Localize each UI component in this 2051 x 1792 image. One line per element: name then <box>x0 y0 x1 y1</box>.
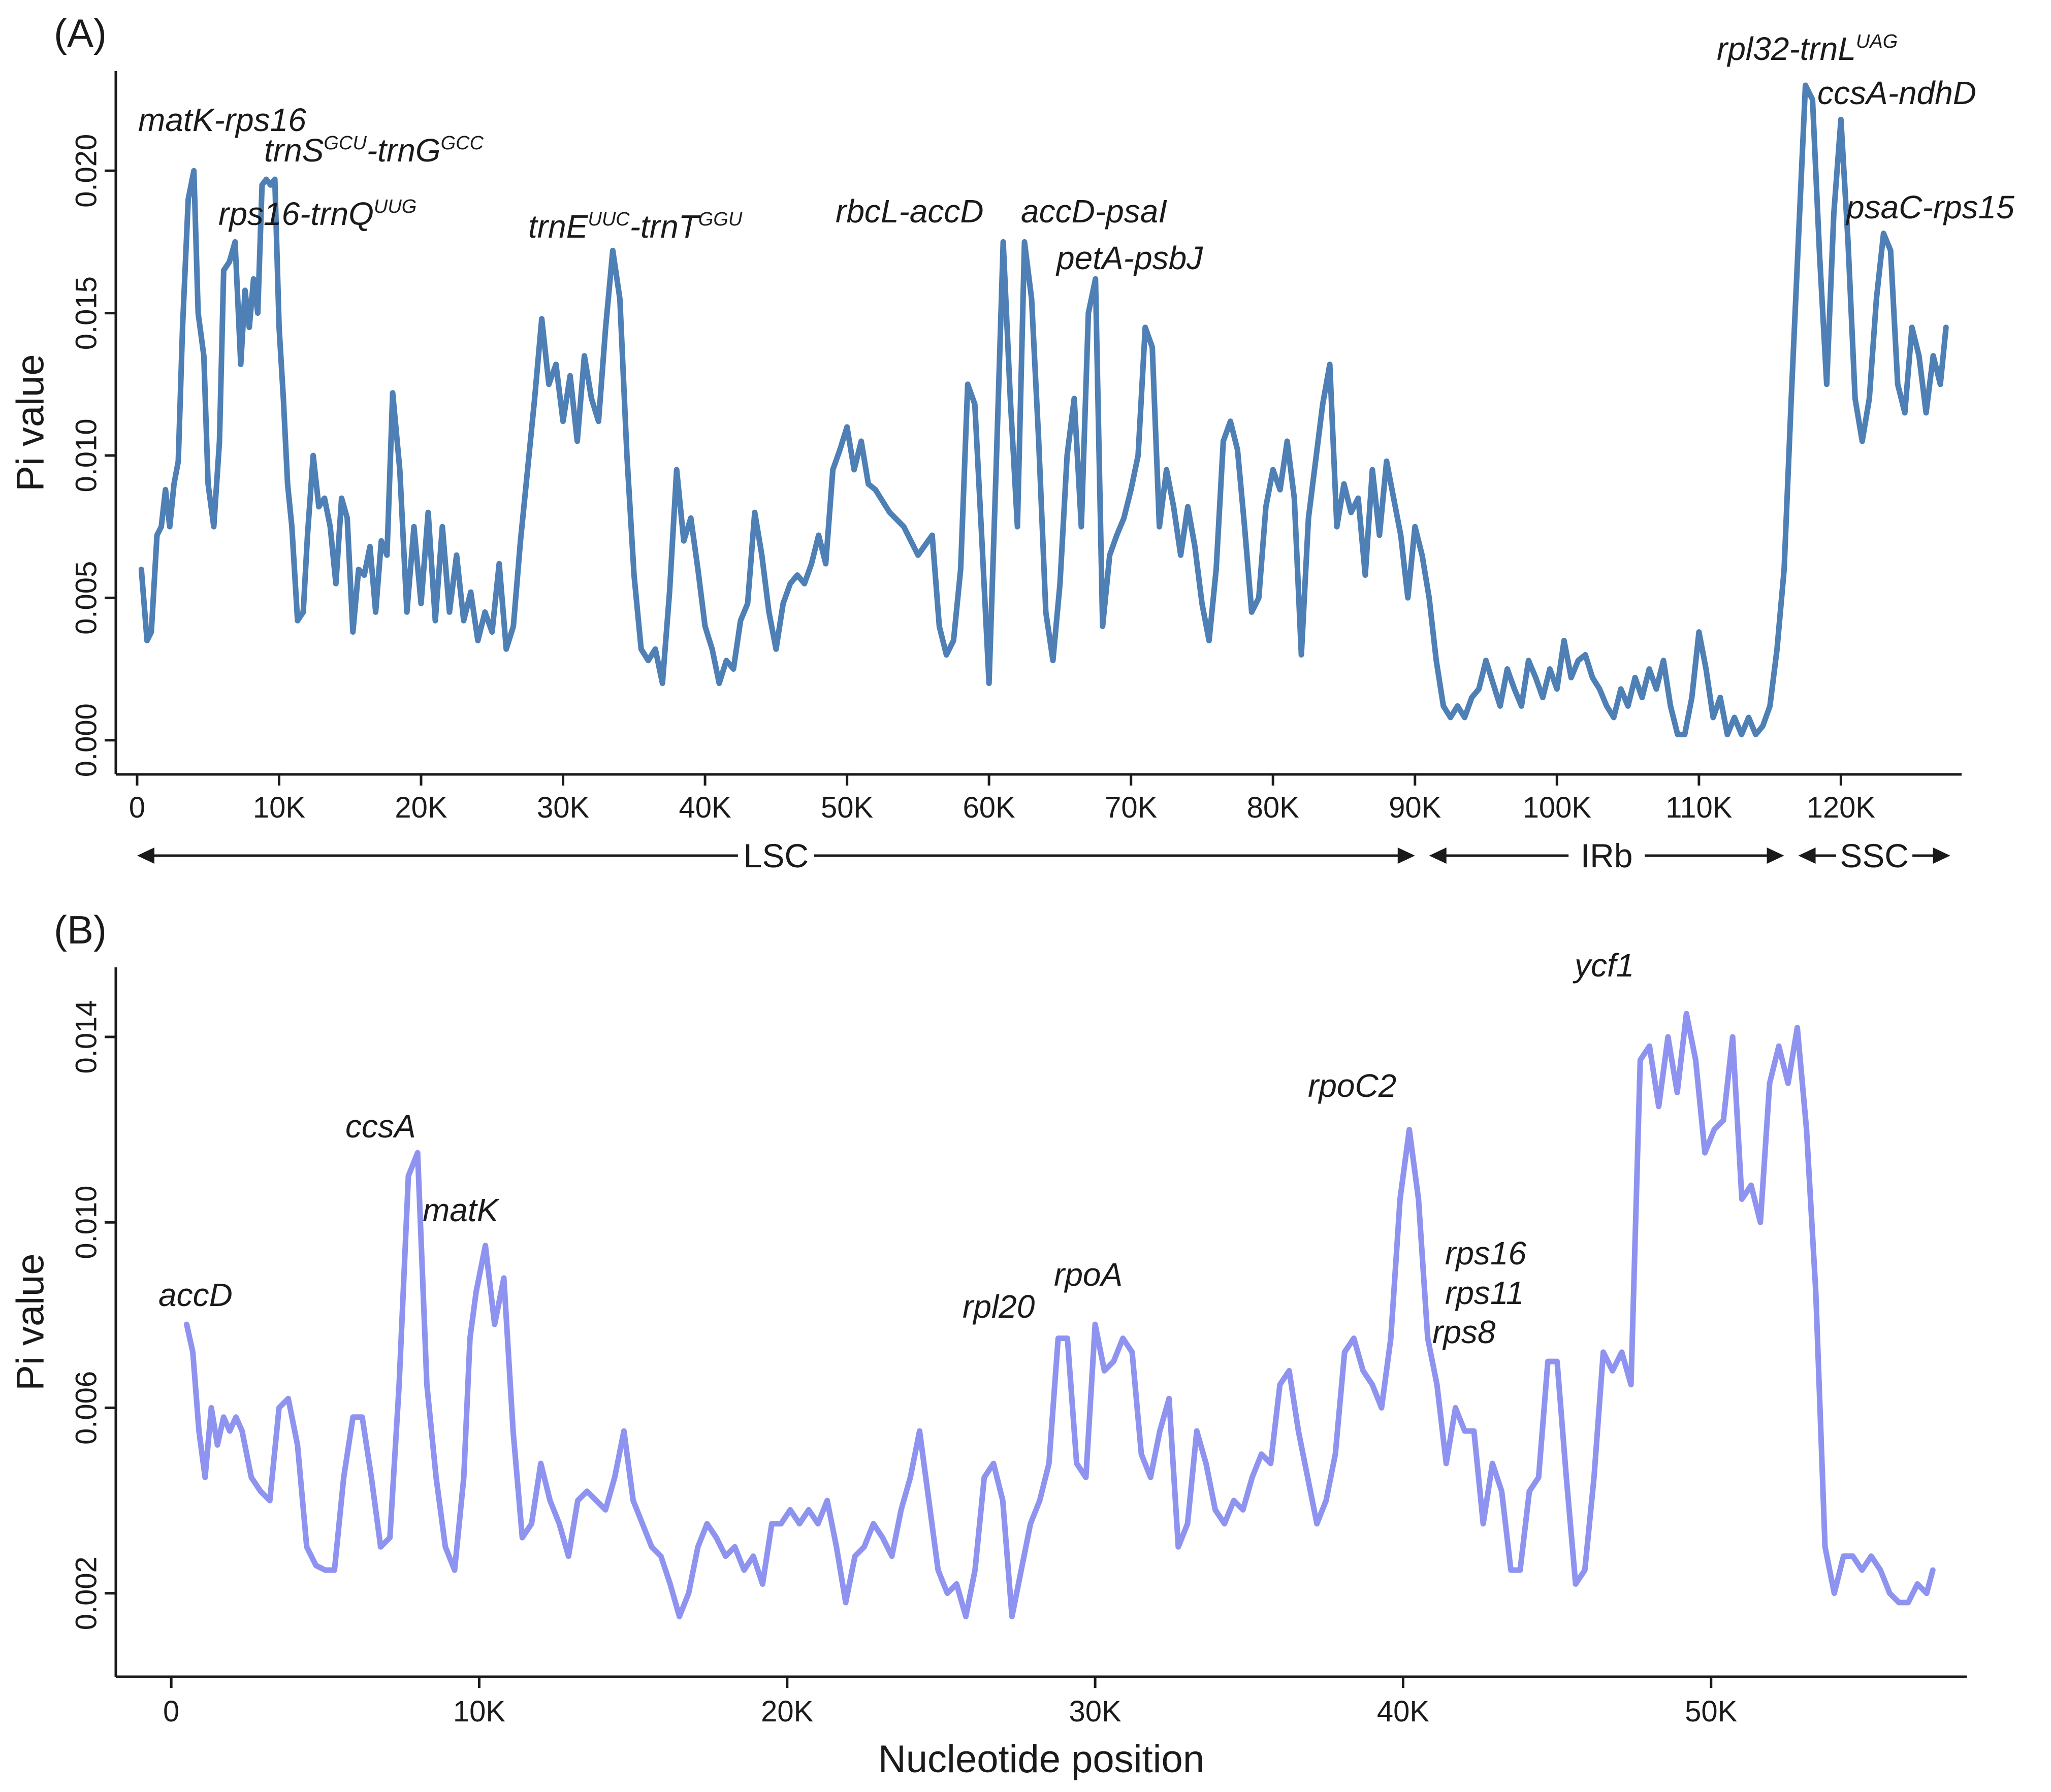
x-tick-label: 110K <box>1665 791 1732 824</box>
annotation-label: rpoC2 <box>1308 1067 1396 1104</box>
arrowhead-right-icon <box>1933 848 1950 864</box>
annotation-label: accD <box>158 1277 233 1313</box>
x-tick-label: 80K <box>1247 791 1300 824</box>
panel-b: (B) 0.002 0.006 0.010 0.014 0 10K 20K 30K 40K 50K P… <box>9 907 1967 1781</box>
pi-series-line <box>184 1011 1936 1619</box>
y-tick-label: 0.000 <box>70 703 103 777</box>
x-tick-label: 20K <box>761 1695 814 1728</box>
y-tick-label: 0.005 <box>70 561 103 635</box>
annotation-label: matK <box>423 1192 500 1228</box>
arrowhead-left-icon <box>1798 848 1816 864</box>
annotation-label: petA-psbJ <box>1055 240 1203 276</box>
x-tick-label: 0 <box>129 791 145 824</box>
x-tick-label: 50K <box>821 791 874 824</box>
region-label: SSC <box>1840 837 1909 874</box>
y-tick-label: 0.020 <box>70 134 103 208</box>
x-tick-label: 70K <box>1105 791 1158 824</box>
annotation-label: rps11 <box>1445 1275 1524 1311</box>
region-label: IRb <box>1581 837 1633 874</box>
y-tick-label: 0.006 <box>70 1371 103 1445</box>
annotation-label: rbcL-accD <box>836 193 984 230</box>
x-tick-label: 30K <box>537 791 590 824</box>
x-tick-label: 100K <box>1523 791 1592 824</box>
x-tick-label: 10K <box>453 1695 506 1728</box>
y-tick-label: 0.010 <box>70 1186 103 1259</box>
x-tick-label: 90K <box>1389 791 1441 824</box>
arrowhead-right-icon <box>1397 848 1415 864</box>
y-tick-label: 0.002 <box>70 1556 103 1630</box>
arrowhead-right-icon <box>1767 848 1784 864</box>
annotation-label: matK-rps16 <box>138 102 306 138</box>
panel-a: (A) 0.000 0.005 0.010 0.015 0.020 0 10K 20K 30K 40… <box>9 11 2015 874</box>
annotation-label: ccsA-ndhD <box>1817 75 1976 111</box>
panel-label: (B) <box>54 907 107 952</box>
region-irb: IRb <box>1429 837 1784 874</box>
x-tick-label: 120K <box>1807 791 1876 824</box>
y-tick-label: 0.015 <box>70 276 103 350</box>
x-tick-label: 40K <box>679 791 731 824</box>
annotation-label: rps16 <box>1445 1235 1527 1272</box>
x-tick-label: 60K <box>963 791 1016 824</box>
region-lsc: LSC <box>137 837 1415 874</box>
arrowhead-left-icon <box>1429 848 1447 864</box>
x-tick-label: 40K <box>1377 1695 1430 1728</box>
x-tick-label: 50K <box>1685 1695 1738 1728</box>
x-tick-label: 20K <box>395 791 447 824</box>
arrowhead-left-icon <box>137 848 154 864</box>
annotation-label: ccsA <box>345 1108 416 1145</box>
annotation-label: rps8 <box>1432 1314 1496 1350</box>
annotation-label: trnEUUC-trnTGGU <box>528 208 743 245</box>
annotation-label: rpoA <box>1054 1256 1123 1293</box>
panel-label: (A) <box>54 11 107 55</box>
region-label: LSC <box>744 837 809 874</box>
region-ssc: SSC <box>1798 837 1950 874</box>
x-tick-label: 0 <box>163 1695 179 1728</box>
pi-series-line <box>138 82 1949 737</box>
x-axis-title: Nucleotide position <box>878 1738 1204 1781</box>
annotation-label: accD-psaI <box>1021 193 1167 230</box>
y-axis-title: Pi value <box>9 354 52 491</box>
annotation-label: psaC-rps15 <box>1845 189 2014 225</box>
annotation-label: ycf1 <box>1573 947 1634 984</box>
x-tick-label: 10K <box>253 791 306 824</box>
annotation-label: rps16-trnQUUG <box>218 196 416 232</box>
annotation-label: trnSGCU-trnGGCC <box>264 132 484 169</box>
y-axis-title: Pi value <box>9 1253 52 1390</box>
x-tick-label: 30K <box>1069 1695 1122 1728</box>
y-tick-label: 0.010 <box>70 418 103 492</box>
annotation-label: rpl20 <box>963 1288 1035 1325</box>
annotation-label: rpl32-trnLUAG <box>1717 30 1898 67</box>
y-tick-label: 0.014 <box>70 1000 103 1073</box>
